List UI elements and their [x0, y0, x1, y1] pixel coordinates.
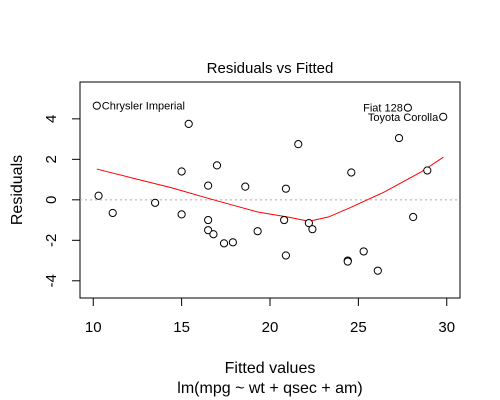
x-axis-title: Fitted values	[225, 360, 316, 377]
x-tick-label: 10	[85, 319, 102, 336]
x-tick-label: 15	[173, 319, 190, 336]
residual-point	[394, 133, 404, 143]
residual-point	[253, 227, 262, 236]
residual-point	[108, 208, 117, 218]
y-tick-label: 4	[43, 115, 60, 123]
residual-point	[359, 247, 368, 256]
residual-point	[184, 119, 193, 129]
residual-point	[423, 166, 432, 175]
residual-point	[212, 161, 222, 170]
point-annotation: Chrysler Imperial	[102, 101, 185, 113]
residual-point	[228, 238, 237, 247]
residual-point	[281, 251, 291, 260]
residual-point	[308, 225, 317, 234]
residual-point	[204, 226, 213, 235]
y-axis-title: Residuals	[9, 155, 26, 225]
residual-point	[94, 191, 103, 200]
residual-point	[204, 215, 213, 225]
residual-point	[347, 168, 356, 177]
point-annotation: Toyota Corolla	[368, 112, 439, 124]
point-annotation: Fiat 128	[363, 103, 403, 115]
residual-point	[403, 103, 412, 112]
residual-point	[294, 140, 303, 149]
y-tick-label: 2	[43, 155, 60, 163]
y-tick-label: -2	[43, 234, 60, 247]
residual-point	[177, 210, 186, 219]
x-tick-label: 30	[438, 319, 455, 336]
residual-point	[343, 257, 352, 266]
x-tick-label: 25	[350, 319, 367, 336]
residual-point	[304, 218, 313, 228]
residual-point	[280, 215, 289, 225]
y-tick-label: 0	[43, 196, 60, 204]
x-axis-subtitle: lm(mpg ~ wt + qsec + am)	[177, 380, 362, 397]
residual-point	[439, 112, 448, 121]
residual-point	[219, 239, 229, 248]
residual-point	[373, 266, 382, 275]
residual-point	[151, 198, 160, 207]
smoother-line	[96, 156, 444, 222]
x-tick-label: 20	[262, 319, 279, 336]
residual-point	[204, 181, 213, 190]
y-tick-label: -4	[43, 274, 60, 287]
residual-point	[209, 230, 218, 239]
residual-point	[409, 212, 418, 222]
residual-point	[177, 167, 186, 176]
residual-point	[92, 101, 101, 110]
residual-point	[281, 184, 291, 193]
residual-point	[241, 182, 250, 191]
chart-title: Residuals vs Fitted	[207, 60, 334, 77]
